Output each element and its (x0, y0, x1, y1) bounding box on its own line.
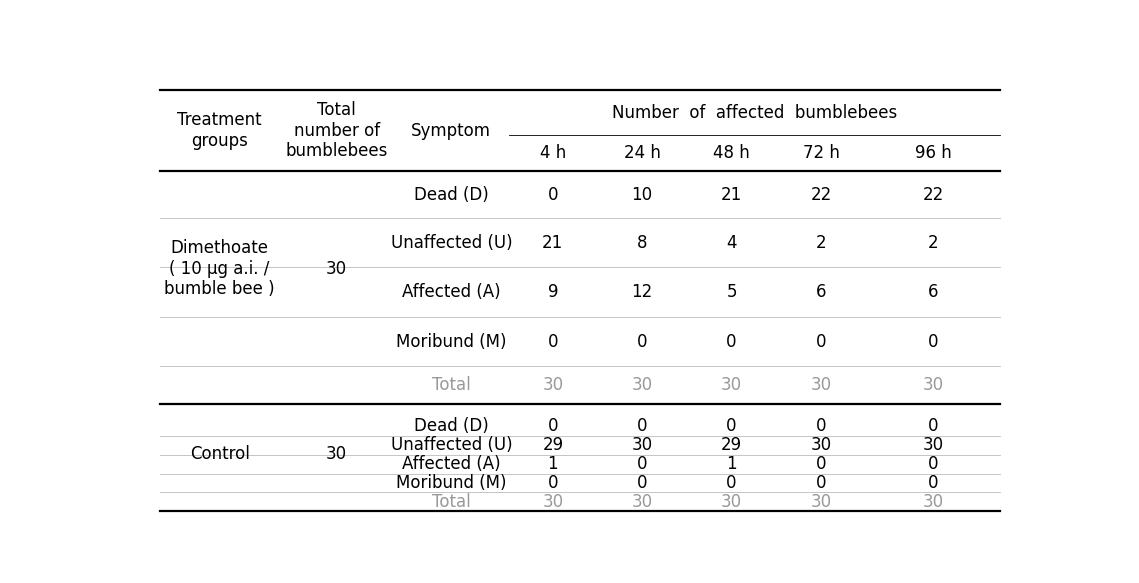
Text: 0: 0 (727, 474, 737, 492)
Text: 30: 30 (923, 436, 944, 454)
Text: 0: 0 (727, 332, 737, 350)
Text: Treatment
groups: Treatment groups (178, 111, 262, 150)
Text: Dead (D): Dead (D) (413, 417, 489, 435)
Text: 9: 9 (548, 283, 558, 301)
Text: Dimethoate
( 10 μg a.i. /
bumble bee ): Dimethoate ( 10 μg a.i. / bumble bee ) (164, 239, 274, 298)
Text: Number  of  affected  bumblebees: Number of affected bumblebees (612, 104, 898, 122)
Text: 29: 29 (542, 436, 564, 454)
Text: 4 h: 4 h (540, 144, 566, 162)
Text: 10: 10 (631, 185, 653, 203)
Text: 30: 30 (326, 259, 347, 278)
Text: 0: 0 (928, 417, 939, 435)
Text: 30: 30 (542, 493, 564, 511)
Text: 30: 30 (923, 493, 944, 511)
Text: 0: 0 (637, 455, 647, 473)
Text: Total
number of
bumblebees: Total number of bumblebees (286, 101, 387, 160)
Text: 21: 21 (721, 185, 743, 203)
Text: 30: 30 (631, 436, 653, 454)
Text: 0: 0 (816, 455, 827, 473)
Text: Moribund (M): Moribund (M) (396, 332, 507, 350)
Text: 0: 0 (637, 417, 647, 435)
Text: 30: 30 (326, 445, 347, 463)
Text: 30: 30 (542, 376, 564, 394)
Text: 4: 4 (727, 234, 737, 252)
Text: 0: 0 (637, 332, 647, 350)
Text: 8: 8 (637, 234, 647, 252)
Text: 0: 0 (928, 455, 939, 473)
Text: Dead (D): Dead (D) (413, 185, 489, 203)
Text: Control: Control (190, 445, 249, 463)
Text: 0: 0 (727, 417, 737, 435)
Text: Affected (A): Affected (A) (402, 283, 501, 301)
Text: 22: 22 (811, 185, 831, 203)
Text: Total: Total (432, 376, 470, 394)
Text: 0: 0 (928, 474, 939, 492)
Text: 30: 30 (631, 493, 653, 511)
Text: 6: 6 (816, 283, 827, 301)
Text: 30: 30 (811, 493, 831, 511)
Text: 22: 22 (923, 185, 944, 203)
Text: 30: 30 (721, 376, 743, 394)
Text: 0: 0 (816, 332, 827, 350)
Text: 2: 2 (816, 234, 827, 252)
Text: 0: 0 (548, 474, 558, 492)
Text: Unaffected (U): Unaffected (U) (391, 234, 513, 252)
Text: 6: 6 (928, 283, 939, 301)
Text: Total: Total (432, 493, 470, 511)
Text: 0: 0 (816, 474, 827, 492)
Text: 0: 0 (548, 417, 558, 435)
Text: 5: 5 (727, 283, 737, 301)
Text: 72 h: 72 h (803, 144, 839, 162)
Text: 29: 29 (721, 436, 743, 454)
Text: 0: 0 (816, 417, 827, 435)
Text: Unaffected (U): Unaffected (U) (391, 436, 513, 454)
Text: Moribund (M): Moribund (M) (396, 474, 507, 492)
Text: 21: 21 (542, 234, 564, 252)
Text: 30: 30 (811, 376, 831, 394)
Text: 30: 30 (631, 376, 653, 394)
Text: 2: 2 (928, 234, 939, 252)
Text: 96 h: 96 h (915, 144, 952, 162)
Text: 24 h: 24 h (623, 144, 661, 162)
Text: 30: 30 (811, 436, 831, 454)
Text: 0: 0 (928, 332, 939, 350)
Text: Affected (A): Affected (A) (402, 455, 501, 473)
Text: 48 h: 48 h (713, 144, 749, 162)
Text: 0: 0 (637, 474, 647, 492)
Text: 1: 1 (727, 455, 737, 473)
Text: 1: 1 (548, 455, 558, 473)
Text: 30: 30 (721, 493, 743, 511)
Text: 12: 12 (631, 283, 653, 301)
Text: 0: 0 (548, 185, 558, 203)
Text: 30: 30 (923, 376, 944, 394)
Text: 0: 0 (548, 332, 558, 350)
Text: Symptom: Symptom (411, 122, 491, 139)
